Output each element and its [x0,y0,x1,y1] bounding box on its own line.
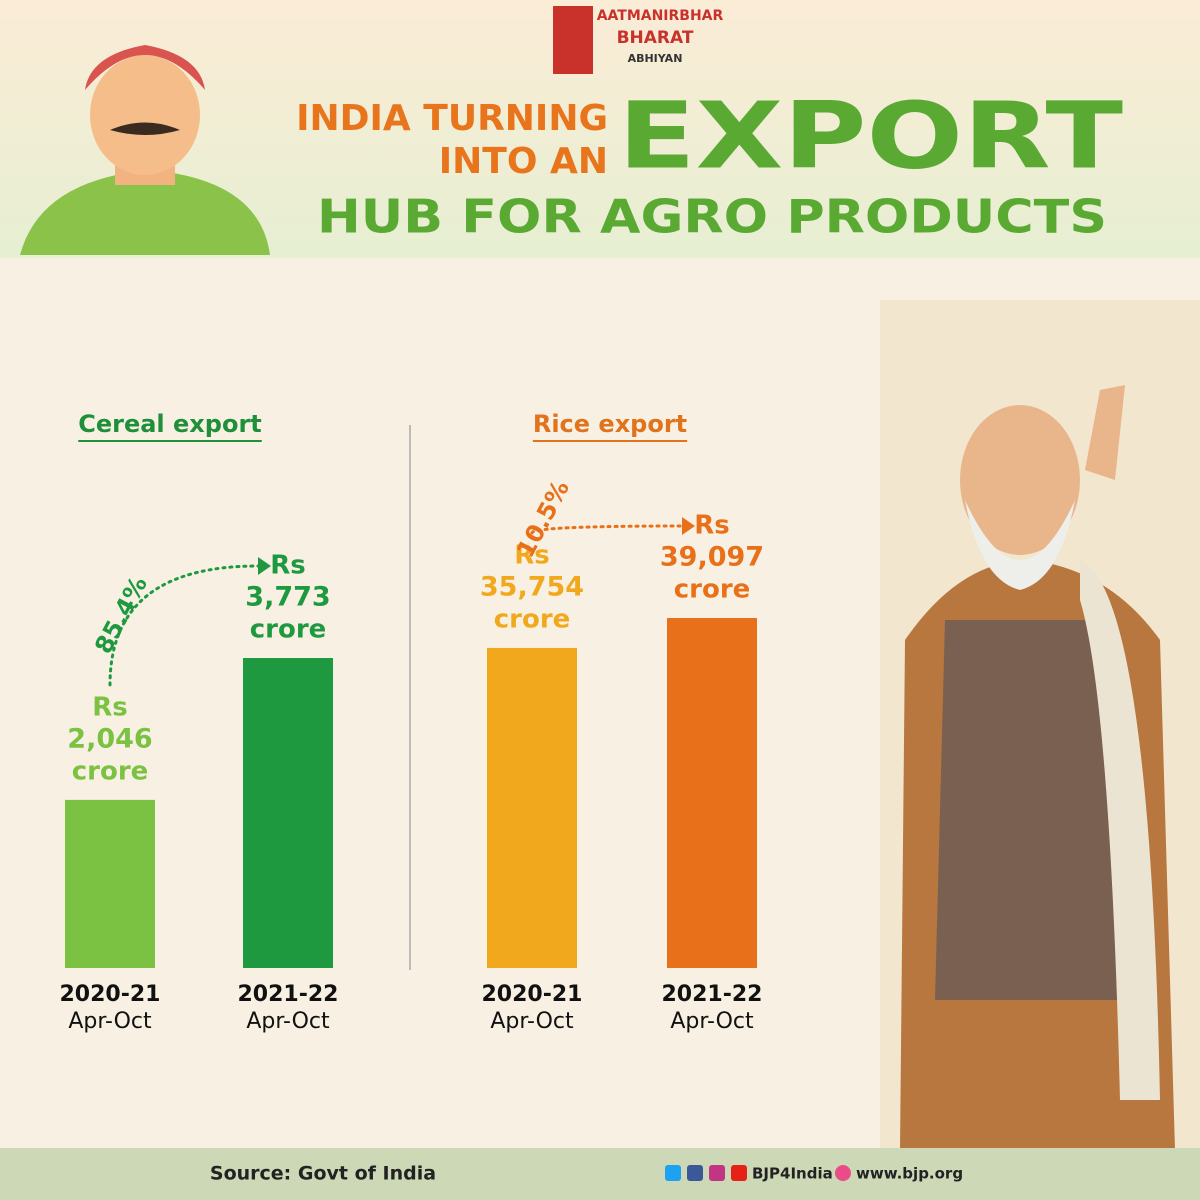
title-line: HUB FOR AGRO PRODUCTS [317,190,1107,244]
category-note: Apr-Oct [246,1009,330,1034]
footer-band [0,1148,1200,1200]
x-tick-label: 2020-21 [482,982,583,1007]
value-prefix: Rs [514,540,550,570]
value-suffix: crore [72,756,149,786]
logo-text: AATMANIRBHAR [597,8,724,24]
x-tick-label: 2021-22 [238,982,339,1007]
farmer-illustration [20,45,270,255]
chart-title: Cereal export [78,410,262,438]
x-tick-label: 2021-22 [662,982,763,1007]
value-label: 2,046 [67,723,152,754]
social-icons [665,1165,851,1181]
category-note: Apr-Oct [68,1009,152,1034]
category-note: Apr-Oct [670,1009,754,1034]
value-suffix: crore [250,615,327,645]
bar [667,618,757,968]
bar [243,658,333,968]
value-prefix: Rs [694,511,730,541]
website: www.bjp.org [856,1165,963,1183]
logo-mark [553,6,593,74]
title-line: INTO AN [439,141,608,182]
logo-text: BHARAT [617,28,694,48]
value-label: 39,097 [660,542,764,573]
growth-arrow [530,524,684,535]
growth-arrow [108,564,260,687]
source: Source: Govt of India [210,1163,436,1185]
value-label: 35,754 [480,571,584,602]
value-prefix: Rs [92,692,128,722]
person-photo [900,385,1175,1150]
arrow-head [682,517,695,535]
bar [65,799,155,968]
value-suffix: crore [674,575,751,605]
bar [487,647,577,968]
value-label: 3,773 [245,582,330,613]
logo-text: ABHIYAN [628,52,683,65]
value-prefix: Rs [270,551,306,581]
title-big: EXPORT [618,82,1123,189]
arrow-head [258,557,271,575]
handle: BJP4India [752,1165,833,1183]
x-tick-label: 2020-21 [60,982,161,1007]
value-suffix: crore [494,604,571,634]
title-line: INDIA TURNING [296,98,608,139]
chart-title: Rice export [533,410,687,438]
category-note: Apr-Oct [490,1009,574,1034]
